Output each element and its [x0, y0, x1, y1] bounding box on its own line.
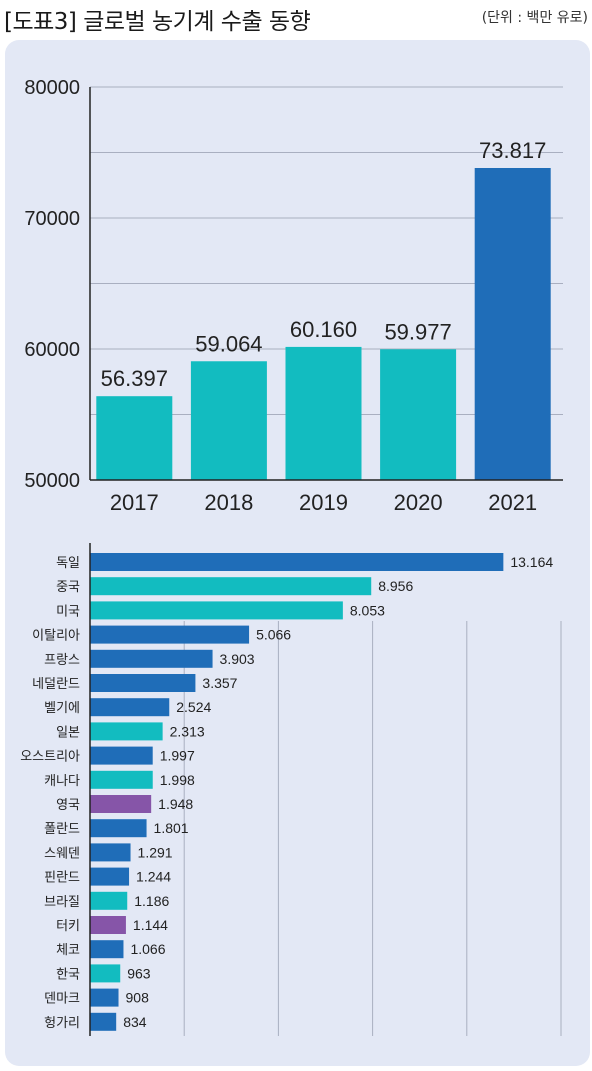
country-export-bar-chart: 독일 13.164 중국 8.956 미국 8.053 이탈리아 5.066 프랑스 3.903 네… [20, 543, 562, 1036]
category-label: 브라질 [44, 895, 80, 910]
unit-label: (단위 : 백만 유로) [481, 10, 588, 26]
bar-value-label: 1.244 [136, 869, 171, 885]
bar-value-label: 1.066 [130, 941, 165, 957]
bar [90, 819, 147, 838]
bar [90, 795, 152, 813]
bar [90, 698, 170, 717]
bar-value-label: 60.160 [290, 317, 357, 342]
bar [90, 577, 372, 596]
category-label: 한국 [56, 967, 80, 982]
bar [90, 649, 213, 668]
bar-value-label: 56.397 [101, 366, 168, 391]
bar-value-label: 73.817 [479, 138, 546, 163]
bar [90, 867, 130, 886]
bar [90, 601, 343, 620]
bar-value-label: 1.801 [154, 820, 189, 836]
bar [90, 674, 196, 692]
bar-value-label: 59.064 [195, 331, 262, 356]
x-tick-label: 2018 [204, 490, 253, 515]
bar-value-label: 5.066 [256, 627, 291, 643]
category-label: 스웨덴 [44, 846, 80, 861]
category-label: 캐나다 [44, 774, 80, 789]
bar [380, 349, 457, 480]
bar-value-label: 1.998 [160, 772, 195, 788]
bar-value-label: 8.956 [378, 578, 413, 594]
bar-value-label: 59.977 [384, 319, 451, 344]
category-label: 덴마크 [44, 992, 80, 1007]
bar [90, 770, 153, 789]
bar [90, 722, 163, 741]
bar-value-label: 3.903 [220, 651, 255, 667]
bar-value-label: 1.997 [160, 748, 195, 764]
bar [285, 346, 362, 480]
y-tick-label: 50000 [24, 470, 80, 492]
bar [90, 746, 153, 765]
category-label: 독일 [56, 556, 80, 571]
y-tick-label: 70000 [24, 208, 80, 230]
category-label: 헝가리 [44, 1016, 80, 1031]
bar [474, 167, 551, 480]
bar [90, 843, 131, 862]
category-label: 이탈리아 [32, 629, 80, 644]
bar-value-label: 2.524 [176, 699, 211, 715]
x-tick-label: 2017 [110, 490, 159, 515]
category-label: 폴란드 [44, 822, 80, 837]
bar [90, 891, 128, 910]
bar-value-label: 3.357 [202, 675, 237, 691]
y-tick-label: 60000 [24, 339, 80, 361]
category-label: 벨기에 [44, 701, 80, 716]
x-tick-label: 2021 [488, 490, 537, 515]
bar [90, 1012, 117, 1031]
category-label: 오스트리아 [20, 750, 80, 765]
bar-value-label: 1.144 [133, 917, 168, 933]
bar-value-label: 1.948 [158, 796, 193, 812]
category-label: 프랑스 [44, 653, 80, 668]
chart-title: [도표3] 글로벌 농기계 수출 동향 [4, 9, 311, 35]
bar-value-label: 1.291 [138, 844, 173, 860]
bar [90, 964, 121, 983]
bar-value-label: 13.164 [510, 554, 553, 570]
x-tick-label: 2019 [299, 490, 348, 515]
category-label: 체코 [56, 943, 80, 958]
category-label: 미국 [56, 604, 80, 619]
bar-value-label: 908 [126, 990, 150, 1006]
bar [90, 916, 126, 934]
bar [90, 553, 504, 571]
bar [90, 625, 250, 644]
bar-value-label: 8.053 [350, 602, 385, 618]
bar [90, 940, 124, 959]
bar [90, 988, 119, 1007]
bar-value-label: 2.313 [170, 723, 205, 739]
bar [190, 361, 267, 480]
bar-value-label: 834 [123, 1014, 147, 1030]
yearly-export-bar-chart: 50000 60000 70000 80000 56.397 2017 59.064 2018… [24, 77, 563, 515]
category-label: 네덜란드 [32, 677, 80, 692]
bar-value-label: 963 [127, 965, 151, 981]
x-tick-label: 2020 [394, 490, 443, 515]
bar [96, 396, 173, 480]
category-label: 중국 [56, 580, 80, 595]
category-label: 영국 [56, 798, 80, 813]
bar-value-label: 1.186 [134, 893, 169, 909]
category-label: 핀란드 [44, 871, 80, 886]
category-label: 일본 [56, 725, 80, 740]
y-tick-label: 80000 [24, 77, 80, 99]
category-label: 터키 [56, 919, 80, 934]
